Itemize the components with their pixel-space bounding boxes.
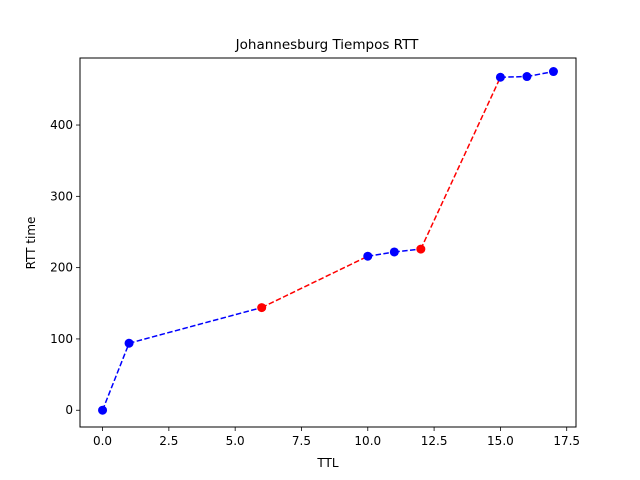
x-tick-label: 7.5: [292, 434, 311, 448]
plot-area: [98, 67, 558, 415]
plot-frame: [79, 57, 577, 428]
data-point-8: [548, 67, 558, 77]
x-tick-label: 10.0: [354, 434, 381, 448]
data-point-7: [522, 72, 532, 82]
x-tick-label: 17.5: [553, 434, 580, 448]
data-point-3: [363, 251, 373, 261]
y-tick-label: 300: [50, 189, 73, 203]
y-tick-label: 400: [50, 118, 73, 132]
data-point-0: [98, 405, 108, 415]
data-point-1: [124, 338, 134, 348]
x-tick-label: 0.0: [93, 434, 112, 448]
y-tick-label: 200: [50, 261, 73, 275]
x-tick-label: 15.0: [487, 434, 514, 448]
line-segment-2: [261, 255, 369, 309]
x-tick-label: 2.5: [159, 434, 178, 448]
x-tick-label: 12.5: [421, 434, 448, 448]
x-axis-ticks: 0.0 2.5 5.0 7.5 10.0 12.5 15.0 17.5: [93, 427, 580, 448]
chart-title: Johannesburg Tiempos RTT: [235, 37, 419, 53]
y-axis-label: RTT time: [24, 217, 38, 270]
y-axis-ticks: 0 100 200 300 400: [50, 118, 80, 417]
line-segment-1: [128, 306, 262, 344]
data-point-6: [495, 72, 505, 82]
y-tick-label: 0: [65, 403, 73, 417]
y-tick-label: 100: [50, 332, 73, 346]
data-point-5: [416, 244, 426, 254]
data-point-2: [257, 303, 267, 313]
data-point-4: [389, 247, 399, 257]
x-tick-label: 5.0: [226, 434, 245, 448]
x-axis-label: TTL: [316, 456, 338, 470]
line-segment-0: [101, 342, 130, 411]
line-segment-5: [420, 76, 502, 250]
